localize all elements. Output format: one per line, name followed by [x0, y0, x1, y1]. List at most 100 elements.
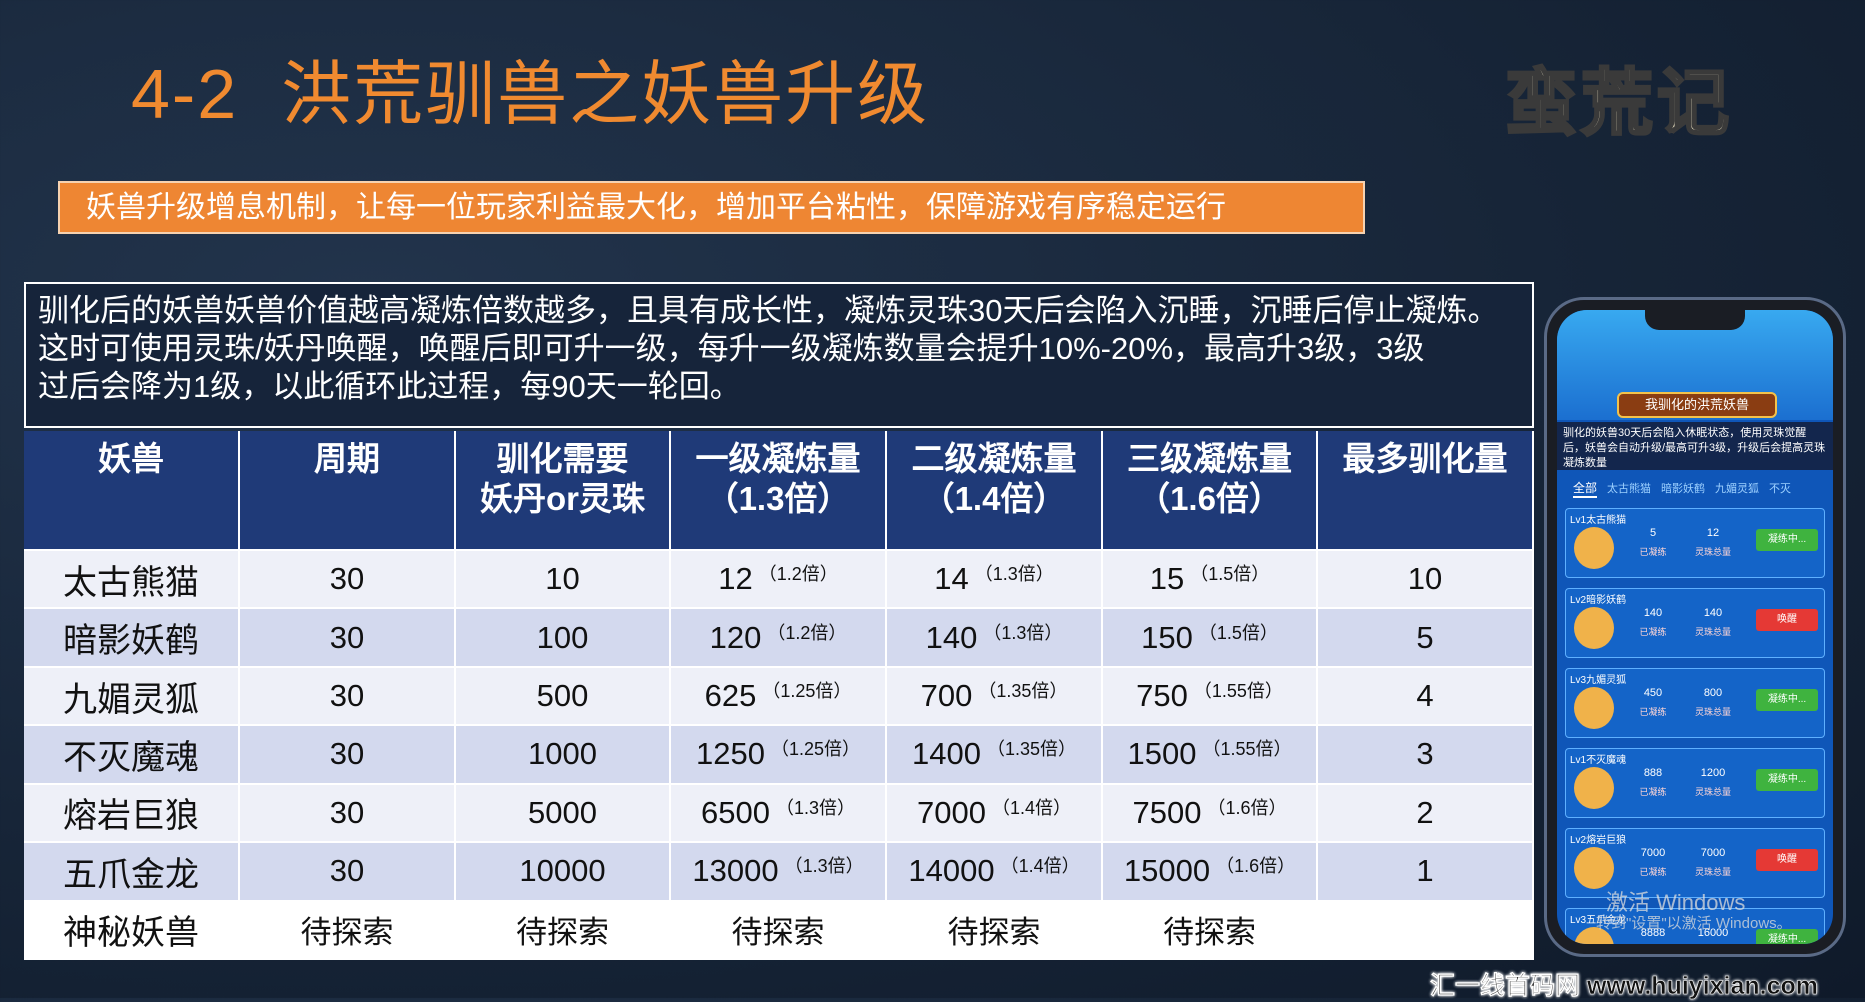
cell-note: （1.2倍） — [767, 622, 847, 643]
header-cell: 周期 — [240, 431, 456, 551]
table-cell: 500 — [456, 667, 671, 727]
beast-icon — [1574, 607, 1614, 649]
notch — [1645, 310, 1745, 330]
hero-label: 我驯化的洪荒妖兽 — [1617, 392, 1777, 418]
header-cell: 一级凝炼量 （1.3倍） — [671, 431, 887, 551]
table-cell: 待探索 — [887, 901, 1103, 960]
cell-value: 120 — [709, 619, 762, 655]
table-cell: 120 （1.2倍） — [671, 609, 887, 668]
cell-value: 7000 — [917, 794, 986, 830]
header-cell: 二级凝炼量 （1.4倍） — [887, 431, 1103, 551]
header-cell: 驯化需要 妖丹or灵珠 — [456, 431, 671, 551]
table-cell: 15 （1.5倍） — [1103, 551, 1318, 610]
logo: 蛮荒记 — [1503, 63, 1734, 146]
cell-value: 14 — [934, 561, 969, 597]
card-value: 8888 — [1640, 927, 1666, 939]
slide-title: 4-2 洪荒驯兽之妖兽升级 — [131, 55, 930, 133]
table-cell: 熔岩巨狼 — [24, 784, 240, 844]
phone-mockup: 我驯化的洪荒妖兽 驯化的妖兽30天后会陷入休眠状态，使用灵珠觉醒后，妖兽会自动升… — [1544, 297, 1846, 957]
table-cell: 14 （1.3倍） — [887, 551, 1103, 610]
tab[interactable]: 暗影妖鹤 — [1661, 483, 1706, 495]
tab[interactable]: 太古熊猫 — [1607, 483, 1652, 495]
card-value: 7000 — [1640, 847, 1666, 859]
table-cell: 九媚灵狐 — [24, 667, 240, 727]
beast-card: Lv3九媚灵狐 450 800 已凝练 灵珠总量 凝练中... — [1565, 668, 1825, 738]
card-label: 已凝练 — [1639, 707, 1667, 717]
table-cell: 15000 （1.6倍） — [1103, 843, 1318, 902]
card-name: Lv3五爪金龙 — [1570, 915, 1627, 926]
card-value: 5 — [1649, 527, 1657, 539]
card-value: 16000 — [1697, 927, 1729, 939]
cell-value: 12 — [718, 561, 753, 597]
card-label: 已凝练 — [1639, 867, 1667, 877]
table-cell: 140 （1.3倍） — [887, 609, 1103, 668]
card-button[interactable]: 凝练中... — [1756, 689, 1818, 711]
table-cell: 100 — [456, 609, 671, 668]
table-cell: 14000 （1.4倍） — [887, 843, 1103, 902]
beast-icon — [1574, 527, 1614, 569]
beast-card: Lv2暗影妖鹤 140 140 已凝练 灵珠总量 唤醒 — [1565, 588, 1825, 658]
card-value: 1200 — [1700, 767, 1726, 779]
table-cell: 1000 — [456, 726, 671, 785]
table-cell: 1400 （1.35倍） — [887, 726, 1103, 785]
site-watermark: 汇一线首码网 www.huiyixian.com — [1430, 972, 1819, 1001]
cell-note: （1.35倍） — [986, 739, 1076, 760]
table-cell — [1318, 901, 1534, 960]
table-cell: 3 — [1318, 726, 1534, 785]
beast-card: Lv3五爪金龙888816000已凝练灵珠总量凝练中... — [1565, 908, 1825, 944]
card-button[interactable]: 凝练中... — [1756, 769, 1818, 791]
cell-note: （1.25倍） — [762, 681, 852, 702]
card-button[interactable]: 凝练中... — [1756, 529, 1818, 551]
table-cell: 12 （1.2倍） — [671, 551, 887, 610]
table-cell: 7500 （1.6倍） — [1103, 784, 1318, 844]
card-value: 800 — [1703, 687, 1723, 699]
table: 妖兽 周期 驯化需要 妖丹or灵珠 一级凝炼量 （1.3倍） 二级凝炼量 （1.4倍）三… — [24, 431, 1534, 960]
table-cell: 30 — [240, 551, 456, 610]
cell-value: 625 — [704, 678, 757, 714]
table-cell: 神秘妖兽 — [24, 901, 240, 960]
cell-value: 700 — [920, 678, 973, 714]
cell-note: （1.3倍） — [784, 856, 864, 877]
card-button[interactable]: 凝练中... — [1756, 929, 1818, 944]
paragraph-box: 驯化后的妖兽妖兽价值越高凝炼倍数越多，且具有成长性，凝炼灵珠30天后会陷入沉睡，… — [24, 282, 1534, 428]
table-cell: 待探索 — [456, 901, 671, 960]
card-label: 灵珠总量 — [1694, 867, 1731, 877]
card-button[interactable]: 唤醒 — [1756, 609, 1818, 631]
paragraph-line: 过后会降为1级，以此循环此过程，每90天一轮回。 — [38, 369, 741, 404]
card-label: 灵珠总量 — [1694, 627, 1731, 637]
table-cell: 30 — [240, 667, 456, 727]
phone-screen: 我驯化的洪荒妖兽 驯化的妖兽30天后会陷入休眠状态，使用灵珠觉醒后，妖兽会自动升… — [1557, 310, 1833, 944]
cell-note: （1.5倍） — [1198, 622, 1278, 643]
table-cell: 太古熊猫 — [24, 551, 240, 610]
card-name: Lv2暗影妖鹤 — [1570, 595, 1627, 606]
phone-description: 驯化的妖兽30天后会陷入休眠状态，使用灵珠觉醒后，妖兽会自动升级/最高可升3级，… — [1557, 422, 1833, 470]
cell-value: 7500 — [1132, 794, 1202, 830]
cell-value: 1400 — [911, 736, 981, 772]
banner: 妖兽升级增息机制，让每一位玩家利益最大化，增加平台粘性，保障游戏有序稳定运行 — [58, 181, 1365, 234]
table-cell: 待探索 — [1103, 901, 1318, 960]
card-value: 140 — [1703, 607, 1723, 619]
cell-note: （1.3倍） — [974, 564, 1054, 585]
paragraph-line: 驯化后的妖兽妖兽价值越高凝炼倍数越多，且具有成长性，凝炼灵珠30天后会陷入沉睡，… — [38, 293, 1499, 328]
card-label: 已凝练 — [1639, 547, 1667, 557]
card-label: 灵珠总量 — [1694, 787, 1731, 797]
cell-value: 15000 — [1123, 853, 1211, 889]
cell-value: 1500 — [1127, 736, 1197, 772]
tab[interactable]: 九媚灵狐 — [1715, 483, 1760, 495]
cell-note: （1.5倍） — [1190, 564, 1270, 585]
tab[interactable]: 全部 — [1573, 479, 1598, 498]
cell-value: 6500 — [701, 794, 770, 830]
table-cell: 暗影妖鹤 — [24, 609, 240, 668]
card-button[interactable]: 唤醒 — [1756, 849, 1818, 871]
table-cell: 2 — [1318, 784, 1534, 844]
cell-note: （1.35倍） — [978, 681, 1068, 702]
cell-value: 1250 — [695, 736, 765, 772]
card-name: Lv1不灭魔魂 — [1570, 755, 1627, 766]
table-cell: 30 — [240, 784, 456, 844]
beast-card: Lv2熔岩巨狼 7000 7000 已凝练 灵珠总量 唤醒 — [1565, 828, 1825, 898]
beast-card: Lv1太古熊猫 5 12 已凝练 灵珠总量 凝练中... — [1565, 508, 1825, 578]
tab[interactable]: 不灭 — [1769, 483, 1792, 495]
beast-card: Lv1不灭魔魂 888 1200 已凝练 灵珠总量 凝练中... — [1565, 748, 1825, 818]
paragraph-line: 这时可使用灵珠/妖丹唤醒，唤醒后即可升一级，每升一级凝炼数量会提升10%-20%… — [38, 331, 1425, 366]
